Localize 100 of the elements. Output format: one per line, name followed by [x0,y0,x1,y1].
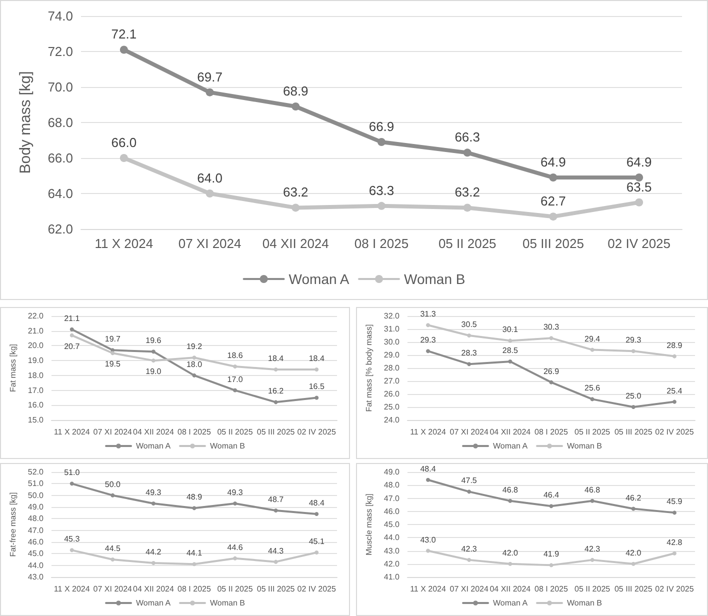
y-axis-title: Muscle mass [kg] [364,494,374,556]
point [151,561,156,565]
y-tick-label: 16.0 [28,400,44,410]
point [631,405,636,409]
point [378,138,386,146]
x-tick-label: 02 IV 2025 [608,236,671,251]
data-label: 50.0 [104,480,121,489]
x-tick-label: 11 X 2024 [54,428,90,436]
data-label: 42.0 [626,548,642,558]
y-tick-label: 66.0 [48,150,73,166]
point [110,351,115,356]
y-tick-label: 72.0 [48,44,73,59]
y-tick-label: 43.0 [28,572,44,582]
x-tick-label: 05 III 2025 [256,584,296,594]
data-label: 42.3 [584,544,601,554]
y-tick-label: 45.0 [28,549,44,558]
x-tick-label: 02 IV 2025 [297,428,337,436]
x-tick-label: 05 II 2025 [438,236,496,251]
x-tick-label: 11 X 2024 [94,236,154,251]
data-label: 18.4 [308,354,325,363]
point [192,506,196,510]
data-label: 30.1 [502,325,518,334]
x-tick-label: 08 I 2025 [534,428,568,436]
point [274,367,278,372]
point [463,148,472,157]
data-label: 19.5 [104,360,121,369]
y-tick-label: 49.0 [28,502,44,512]
data-label: 46.8 [502,485,518,494]
point [151,502,156,506]
data-label: 64.0 [197,170,222,186]
point [70,482,74,486]
y-tick-label: 15.0 [28,416,44,424]
y-tick-label: 44.0 [28,560,44,570]
y-tick-label: 48.0 [28,514,44,524]
point [314,550,319,554]
data-label: 25.4 [666,386,683,396]
x-tick-label: 08 I 2025 [354,236,409,251]
x-tick-label: 11 X 2024 [410,428,446,436]
y-tick-label: 20.0 [28,341,44,350]
data-label: 46.2 [626,493,642,502]
point [672,551,676,556]
data-label: 16.2 [268,386,284,396]
point [70,548,74,552]
data-label: 49.3 [227,488,244,497]
x-tick-label: 05 II 2025 [217,584,254,594]
y-tick-label: 18.0 [28,370,44,380]
y-tick-label: 24.0 [384,416,400,424]
x-tick-label: 11 X 2024 [54,584,90,594]
x-tick-label: 05 II 2025 [217,428,254,436]
y-axis-title: Body mass [kg] [17,71,34,174]
point [508,498,512,503]
y-tick-label: 19.0 [28,356,44,366]
point [635,198,644,206]
y-tick-label: 70.0 [48,80,73,94]
y-tick-label: 62.0 [48,222,73,236]
x-tick-label: 07 XI 2024 [450,584,489,594]
data-label: 46.8 [584,485,601,494]
data-label: 63.2 [282,184,308,200]
point [463,204,472,212]
y-tick-label: 32.0 [384,312,400,320]
x-tick-label: 07 XI 2024 [93,584,133,594]
data-label: 19.0 [146,367,162,376]
x-tick-label: 05 III 2025 [522,236,584,251]
legend-label: Woman B [567,598,602,608]
data-label: 66.3 [454,130,480,145]
x-tick-label: 05 II 2025 [574,584,611,594]
y-tick-label: 25.0 [384,402,400,412]
y-tick-label: 28.0 [384,364,400,372]
point [110,493,115,498]
x-tick-label: 08 I 2025 [178,428,212,436]
y-tick-label: 27.0 [384,376,400,386]
point [151,358,156,363]
point [206,88,214,96]
data-label: 16.5 [308,382,325,392]
x-tick-label: 05 III 2025 [614,428,653,436]
legend-label: Woman A [136,598,172,608]
data-label: 28.9 [666,340,683,350]
y-tick-label: 41.0 [384,572,400,582]
data-label: 45.3 [64,534,80,544]
y-tick-label: 46.0 [28,538,44,546]
x-tick-label: 04 XII 2024 [490,428,532,436]
point [631,562,636,566]
point [467,558,472,562]
data-label: 18.6 [227,351,244,360]
data-label: 29.3 [420,336,436,345]
point [467,362,472,366]
data-label: 28.5 [502,346,518,355]
point [549,336,554,340]
legend-label: Woman B [210,442,245,450]
x-tick-label: 07 XI 2024 [450,428,489,436]
x-tick-label: 04 XII 2024 [132,584,174,594]
y-tick-label: 50.0 [28,490,44,500]
x-tick-label: 02 IV 2025 [655,428,694,436]
x-tick-label: 07 XI 2024 [93,428,133,436]
data-label: 64.9 [540,154,566,170]
y-tick-label: 44.0 [384,533,400,542]
data-label: 44.3 [268,546,284,556]
point [508,360,512,364]
data-label: 64.9 [626,154,652,170]
point [672,400,676,404]
